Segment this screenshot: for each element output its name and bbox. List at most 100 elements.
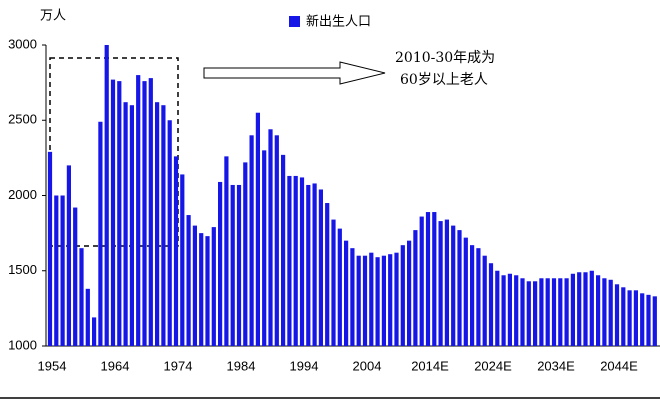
bar	[142, 81, 147, 347]
bar	[47, 151, 53, 346]
x-tick-label: 2014E	[411, 358, 449, 373]
bar	[375, 257, 380, 346]
x-tick-label: 2034E	[537, 358, 575, 373]
bar	[451, 225, 456, 346]
y-tick-label: 1000	[8, 337, 37, 352]
bar	[614, 284, 620, 346]
bar	[268, 129, 273, 346]
bar	[570, 273, 575, 346]
bar	[136, 75, 141, 346]
bar	[482, 255, 487, 346]
bar	[589, 270, 594, 346]
bar	[299, 177, 305, 346]
bar	[640, 293, 645, 346]
bar	[274, 135, 279, 346]
bar	[230, 184, 235, 346]
bar	[369, 252, 374, 346]
bar	[167, 120, 172, 346]
bar	[60, 195, 65, 346]
bar	[356, 255, 361, 346]
bar	[596, 275, 601, 346]
bar	[470, 245, 475, 346]
bar	[381, 255, 386, 346]
bar	[425, 212, 431, 346]
annotation: 60岁以上老人	[400, 72, 488, 88]
bar	[520, 278, 525, 346]
bar	[495, 270, 500, 346]
bar	[627, 290, 632, 346]
bar	[432, 212, 437, 346]
bar	[602, 278, 607, 346]
bar	[394, 252, 399, 346]
bar	[457, 230, 462, 346]
annotation: 2010-30年成为	[395, 50, 495, 66]
bar	[312, 183, 317, 346]
unit-label: 万人	[40, 7, 66, 22]
bar	[306, 184, 311, 346]
bar	[262, 150, 267, 346]
legend-label: 新出生人口	[306, 13, 371, 28]
bar	[199, 233, 204, 346]
bar	[621, 287, 626, 346]
bar	[545, 278, 550, 346]
bar	[476, 248, 481, 346]
bar	[608, 279, 613, 346]
bar	[236, 184, 242, 346]
bar	[413, 230, 418, 346]
bar	[463, 237, 468, 346]
bar	[85, 288, 90, 346]
bar	[287, 175, 292, 346]
bar	[419, 216, 424, 346]
bar	[192, 225, 197, 346]
bar	[646, 294, 651, 346]
bar	[633, 290, 638, 346]
bar	[186, 215, 191, 346]
bar	[350, 248, 355, 346]
bar	[318, 189, 323, 346]
bar	[293, 175, 298, 346]
arrow	[203, 61, 386, 85]
bar	[407, 240, 412, 346]
bar	[104, 45, 109, 346]
legend-swatch	[289, 16, 300, 27]
bar	[507, 273, 512, 346]
y-tick-label: 2000	[8, 187, 37, 202]
bar	[551, 278, 557, 346]
bar	[444, 219, 449, 346]
x-tick-label: 1954	[38, 358, 67, 373]
x-tick-label: 2004	[353, 358, 382, 373]
bar	[337, 228, 342, 346]
bar	[129, 105, 134, 346]
x-tick-label: 1974	[164, 358, 193, 373]
bar	[344, 240, 349, 346]
bar	[577, 272, 582, 346]
bar	[325, 203, 330, 346]
bar	[243, 162, 248, 346]
bar	[98, 121, 103, 346]
bar	[180, 174, 185, 346]
bar	[224, 156, 229, 346]
y-tick-label: 3000	[8, 36, 37, 51]
bar	[583, 272, 588, 346]
bar	[652, 296, 657, 346]
bar	[155, 102, 160, 346]
bar	[400, 245, 405, 346]
x-tick-label: 1984	[227, 358, 256, 373]
bar	[211, 227, 216, 346]
bar	[362, 255, 368, 346]
y-tick-label: 1500	[8, 262, 37, 277]
bar	[281, 154, 286, 346]
bar	[148, 78, 153, 347]
bar	[117, 81, 122, 347]
bar	[558, 278, 563, 346]
x-tick-label: 2024E	[474, 358, 512, 373]
bar	[249, 135, 254, 346]
bar	[54, 195, 59, 346]
bar	[564, 278, 569, 346]
bar	[255, 112, 260, 346]
bar	[66, 165, 71, 346]
bar	[539, 278, 544, 346]
bar	[331, 219, 336, 346]
bar	[218, 181, 223, 346]
